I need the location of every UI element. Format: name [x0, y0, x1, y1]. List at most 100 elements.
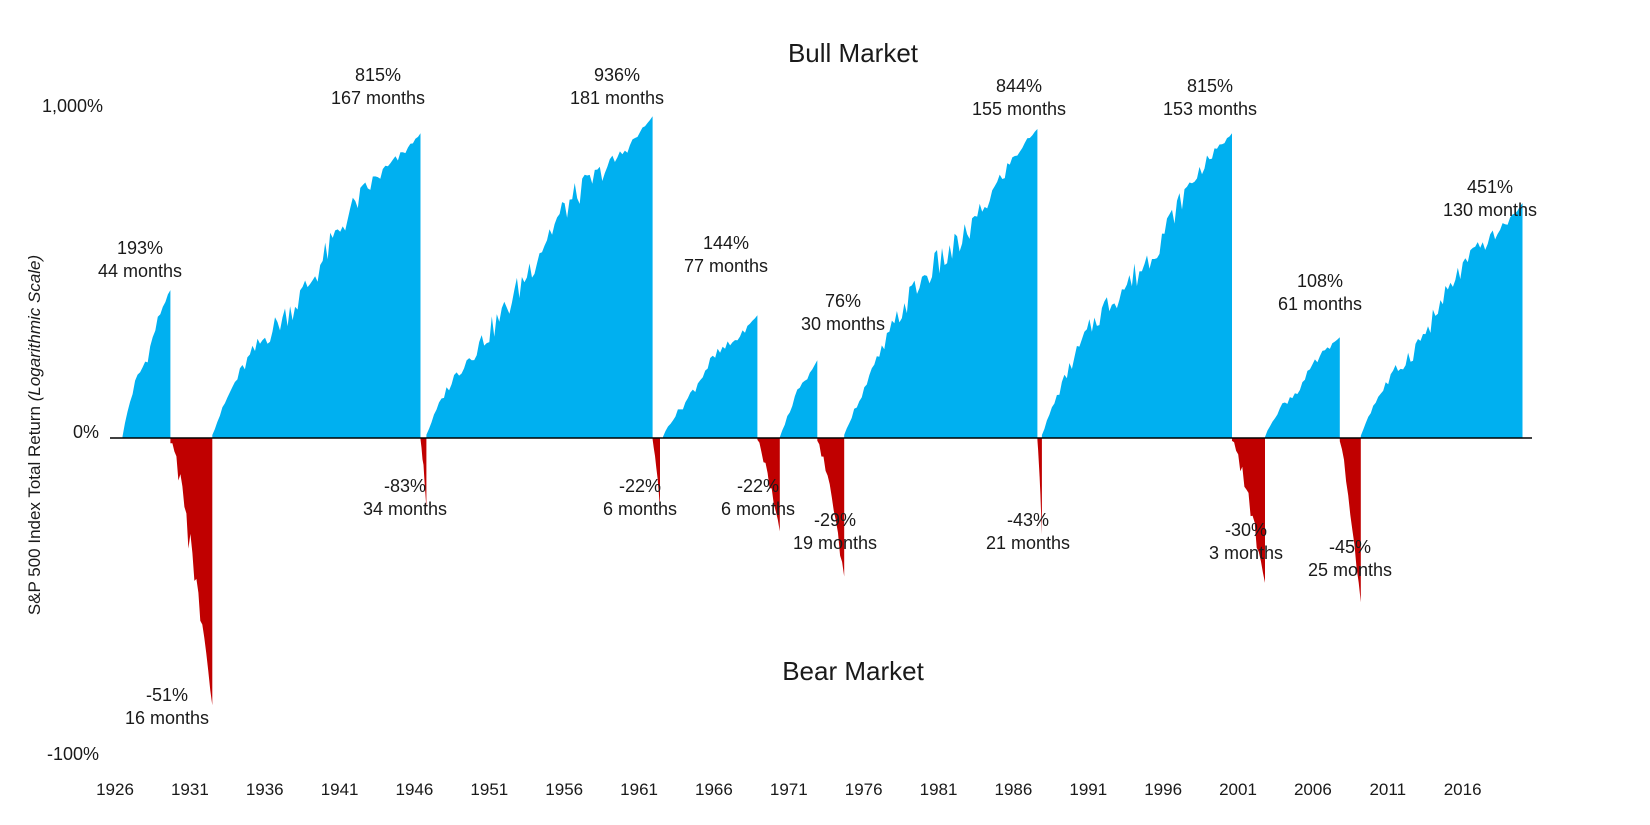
bull-market-area — [1360, 203, 1523, 438]
bull-market-area — [1265, 337, 1340, 438]
x-tick-label: 1926 — [96, 780, 134, 799]
bull-market-area — [426, 116, 653, 438]
x-tick-label: 1961 — [620, 780, 658, 799]
x-tick-label: 1951 — [470, 780, 508, 799]
bull-market-label-return: 815% — [355, 65, 401, 85]
bull-market-area — [122, 290, 171, 438]
bear-market-label-duration: 6 months — [721, 499, 795, 519]
bear-market-area — [420, 438, 427, 509]
annotations: 193% 44 months 815% 167 months 936% 181 month… — [98, 65, 1537, 728]
bear-market-area — [652, 438, 660, 509]
bull-market-label-return: 76% — [825, 291, 861, 311]
y-axis-title: S&P 500 Index Total Return (Logarithmic … — [25, 255, 44, 615]
y-tick-label-bottom: -100% — [47, 744, 99, 764]
x-tick-label: 1981 — [920, 780, 958, 799]
x-tick-label: 1936 — [246, 780, 284, 799]
bull-market-area — [844, 129, 1038, 438]
bull-market-label: 815% 167 months — [331, 65, 425, 108]
bull-market-label: 936% 181 months — [570, 65, 664, 108]
bear-market-area — [757, 438, 780, 532]
bull-market-label: 451% 130 months — [1443, 177, 1537, 220]
y-axis-title-scale: (Logarithmic Scale) — [25, 255, 44, 401]
bear-market-label: -83% 34 months — [363, 476, 447, 519]
bull-market-area — [212, 133, 421, 439]
bear-market-label: -51% 16 months — [125, 685, 209, 728]
x-tick-label: 2011 — [1369, 780, 1406, 799]
bull-market-area — [779, 360, 818, 438]
bear-market-label: -22% 6 months — [603, 476, 677, 519]
bull-market-label-duration: 30 months — [801, 314, 885, 334]
bear-market-label: -43% 21 months — [986, 510, 1070, 553]
bull-market-area — [1041, 133, 1232, 439]
x-tick-label: 1931 — [171, 780, 209, 799]
bear-market-label: -22% 6 months — [721, 476, 795, 519]
x-tick-label: 1986 — [994, 780, 1032, 799]
x-tick-label: 2016 — [1444, 780, 1482, 799]
bull-market-label-return: 108% — [1297, 271, 1343, 291]
bear-market-label-return: -29% — [814, 510, 856, 530]
y-tick-label-top: 1,000% — [42, 96, 103, 116]
bull-market-label-duration: 130 months — [1443, 200, 1537, 220]
bear-market-label-duration: 16 months — [125, 708, 209, 728]
bear-market-label-duration: 3 months — [1209, 543, 1283, 563]
bear-market-label-return: -22% — [737, 476, 779, 496]
bear-market-area — [1232, 438, 1265, 583]
x-tick-label: 1966 — [695, 780, 733, 799]
bear-market-label-duration: 25 months — [1308, 560, 1392, 580]
x-tick-label: 1956 — [545, 780, 583, 799]
bull-market-label-return: 936% — [594, 65, 640, 85]
bull-market-label-duration: 44 months — [98, 261, 182, 281]
bear-market-area — [1037, 438, 1042, 535]
bear-market-label: -45% 25 months — [1308, 537, 1392, 580]
bull-market-label-return: 815% — [1187, 76, 1233, 96]
bear-market-title: Bear Market — [782, 656, 924, 686]
bull-market-label: 844% 155 months — [972, 76, 1066, 119]
x-tick-label: 1971 — [770, 780, 808, 799]
bear-market-label-return: -22% — [619, 476, 661, 496]
x-tick-label: 1976 — [845, 780, 883, 799]
x-tick-label: 2006 — [1294, 780, 1332, 799]
bull-market-label-duration: 153 months — [1163, 99, 1257, 119]
x-tick-label: 1996 — [1144, 780, 1182, 799]
bear-market-label-return: -45% — [1329, 537, 1371, 557]
bull-market-label-duration: 61 months — [1278, 294, 1362, 314]
bull-market-title: Bull Market — [788, 38, 919, 68]
bear-market-label-return: -51% — [146, 685, 188, 705]
x-tick-label: 1991 — [1069, 780, 1107, 799]
bear-market-label-duration: 19 months — [793, 533, 877, 553]
y-tick-label-zero: 0% — [73, 422, 99, 442]
bear-market-area — [817, 438, 845, 577]
x-axis-ticks: 1926 1931 1936 1941 1946 1951 1956 1961 1966 1971… — [96, 780, 1481, 799]
bear-market-label-duration: 21 months — [986, 533, 1070, 553]
x-tick-label: 1946 — [396, 780, 434, 799]
bull-market-label-duration: 77 months — [684, 256, 768, 276]
bear-market-area — [170, 438, 213, 706]
bear-market-label-return: -83% — [384, 476, 426, 496]
x-tick-label: 1941 — [321, 780, 359, 799]
bear-market-area — [1339, 438, 1361, 603]
y-axis-title-main: S&P 500 Index Total Return — [25, 401, 44, 615]
bull-market-label-return: 451% — [1467, 177, 1513, 197]
bull-market-label: 108% 61 months — [1278, 271, 1362, 314]
bull-market-label-return: 844% — [996, 76, 1042, 96]
bear-market-label-duration: 6 months — [603, 499, 677, 519]
x-tick-label: 2001 — [1219, 780, 1257, 799]
bear-market-areas — [170, 438, 1361, 706]
bear-market-label-return: -43% — [1007, 510, 1049, 530]
bull-market-areas — [122, 116, 1523, 439]
bull-market-label-return: 144% — [703, 233, 749, 253]
bear-market-label-duration: 34 months — [363, 499, 447, 519]
bull-market-label-duration: 181 months — [570, 88, 664, 108]
bull-market-label: 144% 77 months — [684, 233, 768, 276]
bear-market-label: -29% 19 months — [793, 510, 877, 553]
bull-market-label: 815% 153 months — [1163, 76, 1257, 119]
bull-market-label-return: 193% — [117, 238, 163, 258]
bear-market-label-return: -30% — [1225, 520, 1267, 540]
bull-market-label-duration: 155 months — [972, 99, 1066, 119]
bear-market-label: -30% 3 months — [1209, 520, 1283, 563]
bull-market-label: 76% 30 months — [801, 291, 885, 334]
bull-market-label-duration: 167 months — [331, 88, 425, 108]
bull-market-label: 193% 44 months — [98, 238, 182, 281]
bull-market-area — [663, 315, 758, 438]
